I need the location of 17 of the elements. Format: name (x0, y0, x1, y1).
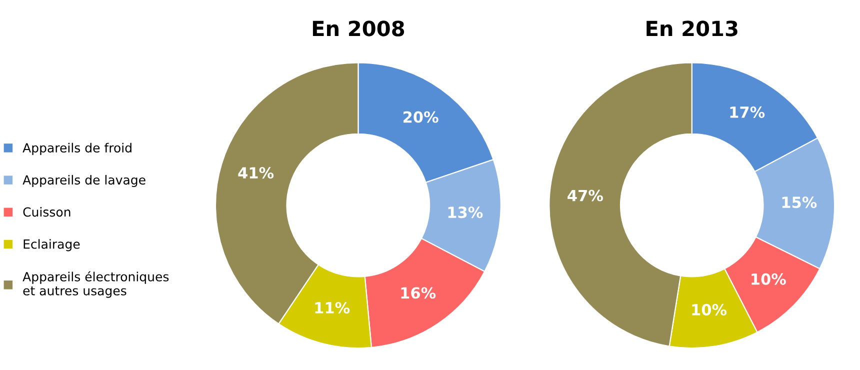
data-label: 10% (752, 273, 786, 285)
legend-label: Cuisson (23, 207, 70, 217)
legend-label: Appareils de lavage (22, 174, 146, 188)
data-label: 13% (448, 206, 483, 218)
data-label: 17% (730, 106, 765, 118)
data-label: 47% (568, 190, 603, 202)
data-label: 41% (238, 167, 274, 179)
legend-label: Appareils électroniques et autres usages (22, 271, 169, 298)
chart-title: En 2013 (646, 20, 738, 36)
chart-title: En 2008 (312, 20, 404, 36)
data-label: 11% (315, 302, 350, 314)
data-label: 16% (401, 287, 436, 299)
data-label: 10% (692, 304, 727, 316)
legend-label: Appareils de froid (22, 142, 132, 155)
legend-label: Eclairage (24, 239, 80, 252)
data-label: 20% (403, 111, 438, 123)
data-label: 15% (782, 196, 817, 208)
